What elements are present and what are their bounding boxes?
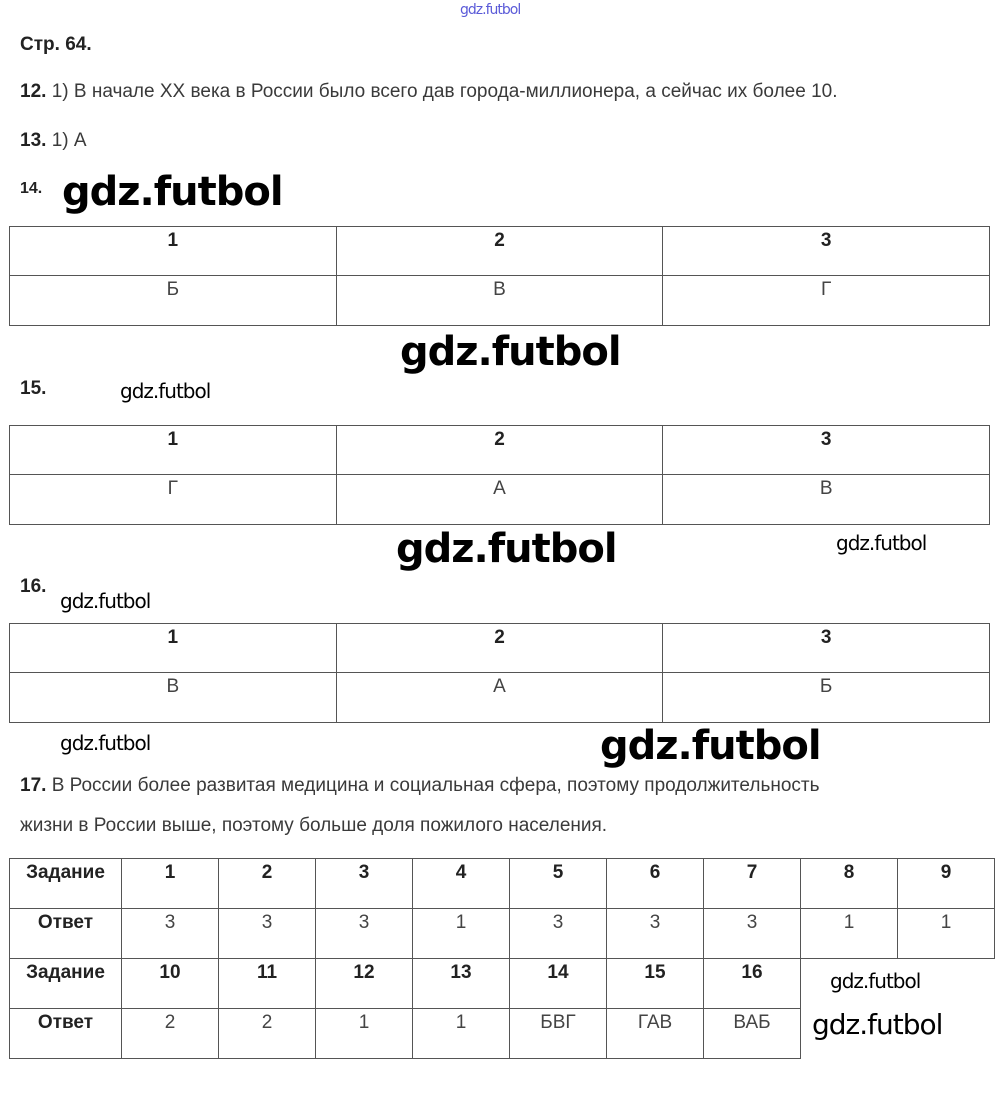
table-cell: Задание: [9, 958, 122, 1009]
watermark: gdz.futbol: [400, 329, 622, 375]
table-cell: 3: [509, 908, 607, 959]
table-cell: 14: [509, 958, 607, 1009]
table-cell: Г: [662, 275, 990, 326]
table-cell: 3: [315, 908, 413, 959]
table-cell: ВАБ: [703, 1008, 801, 1059]
table-cell: 6: [606, 858, 704, 909]
watermark: gdz.futbol: [60, 589, 151, 613]
table-cell: 3: [121, 908, 219, 959]
watermark: gdz.futbol: [396, 526, 618, 572]
table-cell: 13: [412, 958, 510, 1009]
question-17-line2: жизни в России выше, поэтому больше доля…: [20, 815, 608, 836]
table-cell: 3: [315, 858, 413, 909]
table-cell: 9: [897, 858, 995, 909]
table-cell: 8: [800, 858, 898, 909]
summary-table: Задание 1 2 3 4 5 6 7 8 9 Ответ 3 3 3 1 3 3 3 1 1 Задание 10 1…: [9, 858, 995, 1059]
table-cell: 1: [121, 858, 219, 909]
table-cell: 15: [606, 958, 704, 1009]
table-row: Ответ 2 2 1 1 БВГ ГАВ ВАБ: [9, 1008, 995, 1059]
table-cell: 1: [897, 908, 995, 959]
table-cell: 2: [218, 858, 316, 909]
watermark: gdz.futbol: [60, 731, 151, 755]
table-cell: Ответ: [9, 1008, 122, 1059]
table-cell: 3: [606, 908, 704, 959]
table-cell: А: [335, 474, 664, 525]
table-cell: 3: [218, 908, 316, 959]
watermark: gdz.futbol: [120, 379, 211, 403]
table-cell: Б: [9, 275, 337, 326]
table-cell: 3: [662, 623, 990, 673]
table-cell: В: [9, 672, 337, 723]
table-cell: 2: [121, 1008, 219, 1059]
table-cell: БВГ: [509, 1008, 607, 1059]
table-cell: 11: [218, 958, 316, 1009]
table-cell: Г: [9, 474, 337, 525]
table-cell: 2: [335, 425, 664, 475]
question-number: 13.: [20, 130, 47, 151]
watermark: gdz.futbol: [830, 969, 921, 993]
watermark: gdz.futbol: [812, 1008, 943, 1041]
table-cell: 3: [703, 908, 801, 959]
question-15-number: 15.: [20, 378, 47, 399]
table-cell: 1: [9, 623, 337, 673]
answer-text: В России более развитая медицина и социа…: [51, 775, 820, 796]
table-cell: Б: [662, 672, 990, 723]
question-12: 12. 1) В начале XX века в России было вс…: [20, 81, 837, 103]
table-cell: 10: [121, 958, 219, 1009]
table-row: Ответ 3 3 3 1 3 3 3 1 1: [9, 908, 995, 959]
table-cell: ГАВ: [606, 1008, 704, 1059]
table-cell: В: [335, 275, 664, 326]
answer-text: 1) В начале XX века в России было всего …: [51, 81, 838, 102]
watermark: gdz.futbol: [460, 2, 521, 18]
table-cell: 1: [315, 1008, 413, 1059]
question-number: 17.: [20, 775, 47, 796]
table-cell: 3: [662, 226, 990, 276]
table-row: Задание 1 2 3 4 5 6 7 8 9: [9, 858, 995, 909]
table-cell: 2: [335, 623, 664, 673]
table-cell: В: [662, 474, 990, 525]
table-cell: А: [335, 672, 664, 723]
table-cell: 1: [412, 1008, 510, 1059]
table-cell: 2: [218, 1008, 316, 1059]
table-cell: 5: [509, 858, 607, 909]
table-cell: 1: [9, 226, 337, 276]
table-cell: 16: [703, 958, 801, 1009]
question-17: 17. В России более развитая медицина и с…: [20, 775, 820, 797]
table-cell: Ответ: [9, 908, 122, 959]
table-cell: 7: [703, 858, 801, 909]
watermark: gdz.futbol: [62, 169, 284, 215]
question-number: 12.: [20, 81, 47, 102]
watermark: gdz.futbol: [836, 531, 927, 555]
table-cell: 2: [335, 226, 664, 276]
watermark: gdz.futbol: [600, 723, 822, 769]
table-cell: 12: [315, 958, 413, 1009]
table-cell: 1: [9, 425, 337, 475]
table-cell: 3: [662, 425, 990, 475]
answer-text: 1) А: [51, 130, 87, 151]
question-14-number: 14.: [20, 180, 43, 197]
table-cell: 1: [800, 908, 898, 959]
table-cell: 1: [412, 908, 510, 959]
table-cell: 4: [412, 858, 510, 909]
question-13: 13. 1) А: [20, 130, 87, 152]
page-label: Стр. 64.: [20, 34, 92, 55]
question-16-number: 16.: [20, 576, 47, 597]
table-cell: Задание: [9, 858, 122, 909]
table-row: Задание 10 11 12 13 14 15 16: [9, 958, 995, 1009]
